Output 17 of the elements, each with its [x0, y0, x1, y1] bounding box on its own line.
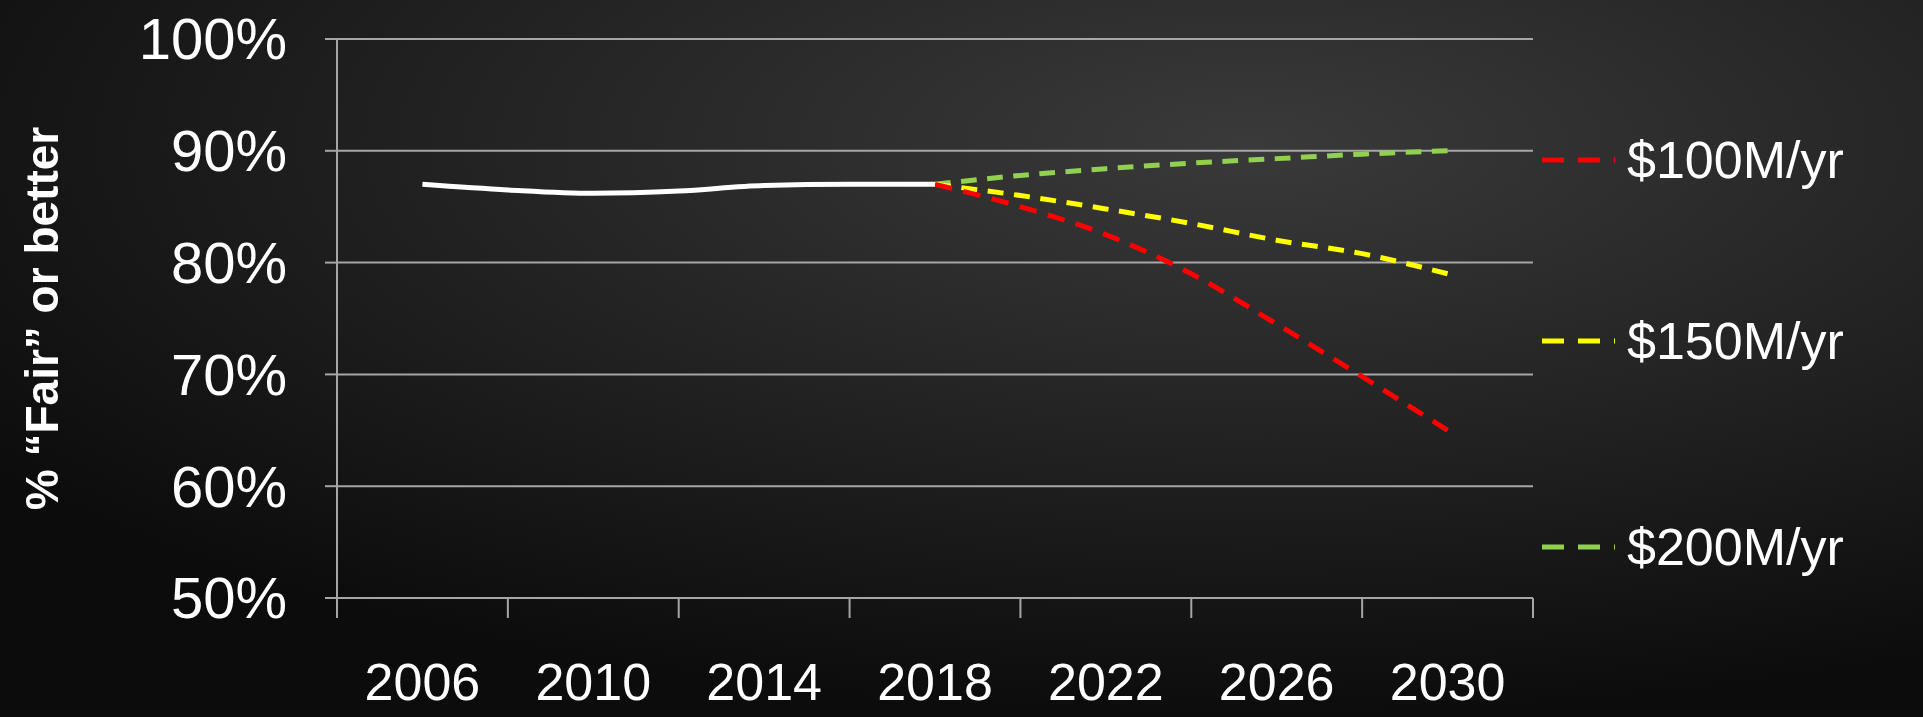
- y-tick-label: 70%: [170, 341, 287, 407]
- legend-label: $150M/yr: [1627, 312, 1844, 371]
- x-tick-label: 2014: [706, 653, 822, 711]
- y-tick-label: 60%: [170, 453, 287, 519]
- x-tick-label: 2006: [364, 653, 481, 711]
- x-tick-label: 2030: [1389, 653, 1506, 711]
- x-tick-label: 2026: [1218, 653, 1335, 711]
- legend-label: $200M/yr: [1627, 518, 1844, 577]
- x-tick-label: 2010: [535, 653, 652, 711]
- y-tick-label: 90%: [170, 118, 287, 184]
- x-tick-label: 2022: [1048, 653, 1164, 711]
- y-axis-title: % “Fair” or better: [16, 126, 68, 511]
- y-tick-label: 100%: [138, 6, 287, 72]
- y-tick-label: 50%: [170, 565, 287, 631]
- y-tick-label: 80%: [170, 229, 287, 295]
- x-tick-label: 2018: [877, 653, 993, 711]
- legend-label: $100M/yr: [1627, 131, 1844, 190]
